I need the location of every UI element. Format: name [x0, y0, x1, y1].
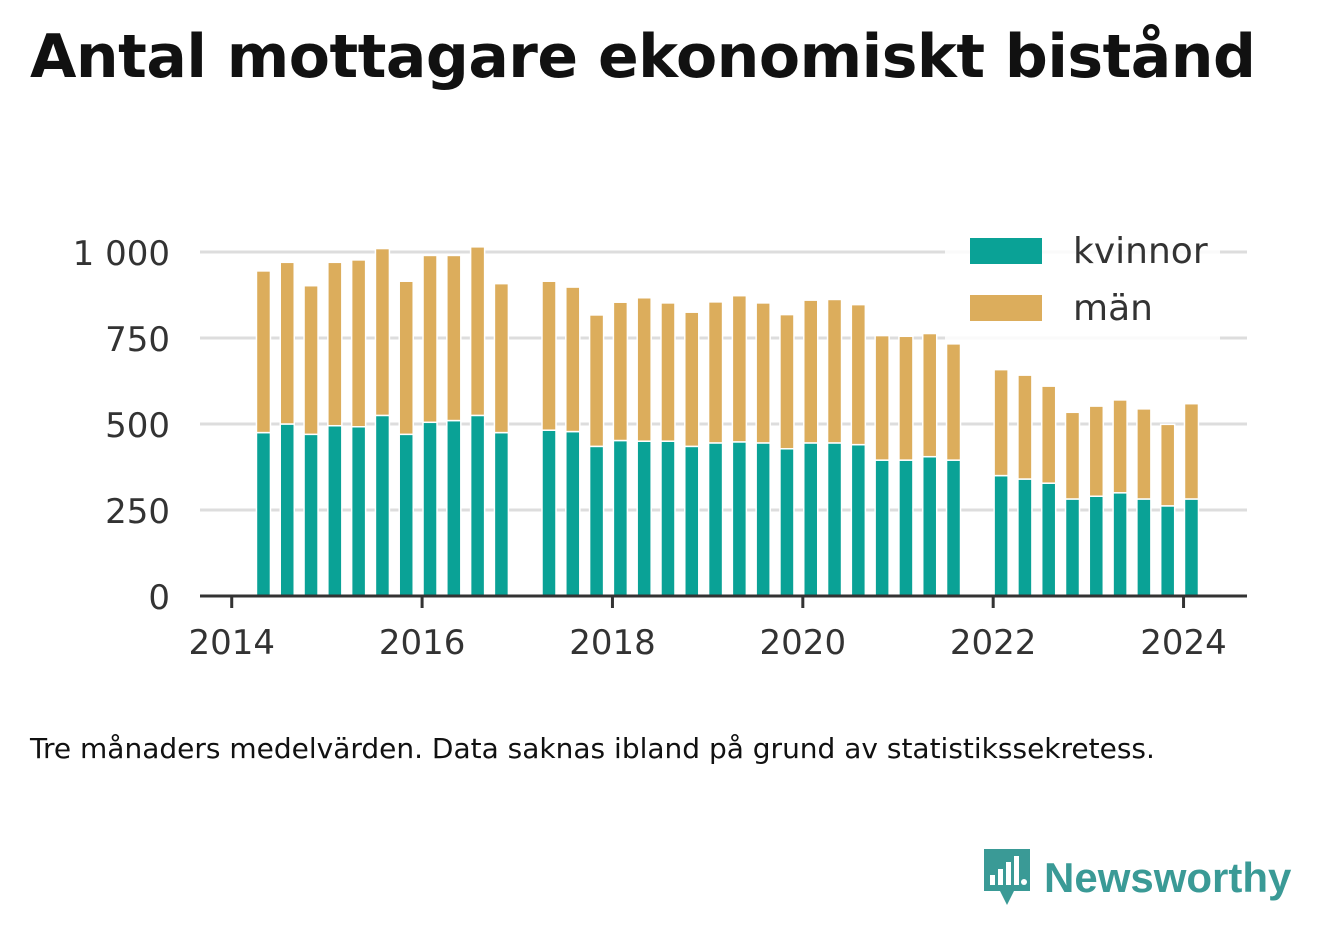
bar-kvinnor-2019-02 — [707, 442, 724, 597]
bar-kvinnor-2014-11 — [303, 433, 319, 597]
bar-män-2022-08 — [1040, 385, 1057, 484]
bar-kvinnor-2016-08 — [469, 414, 486, 597]
bar-män-2019-05 — [731, 294, 748, 443]
chart-note: Tre månaders medelvärden. Data saknas ib… — [30, 732, 1155, 765]
bar-män-2014-08 — [279, 261, 295, 425]
bar-män-2020-11 — [874, 334, 890, 461]
bar-män-2016-11 — [493, 282, 510, 434]
bar-män-2017-05 — [541, 280, 557, 431]
bar-män-2016-08 — [469, 246, 486, 417]
bar-kvinnor-2022-02 — [993, 474, 1009, 597]
bar-män-2023-11 — [1159, 423, 1176, 507]
bar-kvinnor-2022-05 — [1017, 478, 1033, 597]
y-tick-label: 750 — [105, 320, 170, 360]
bar-kvinnor-2020-05 — [826, 442, 843, 597]
bar-kvinnor-2015-05 — [350, 426, 367, 597]
brand-name: Newsworthy — [1044, 854, 1292, 901]
bar-män-2018-02 — [612, 301, 629, 442]
y-tick-label: 500 — [105, 406, 170, 446]
bar-män-2020-02 — [803, 299, 819, 444]
bar-män-2021-02 — [898, 335, 914, 461]
bar-män-2023-02 — [1088, 405, 1105, 497]
bar-kvinnor-2019-11 — [779, 448, 795, 597]
bar-kvinnor-2021-05 — [921, 455, 938, 597]
brand-logo: Newsworthy — [980, 848, 1291, 908]
bar-män-2014-05 — [255, 270, 272, 434]
bar-män-2016-02 — [422, 254, 438, 424]
x-tick-label: 2016 — [379, 623, 466, 663]
legend: kvinnor män — [945, 225, 1220, 340]
legend-swatch-män — [970, 295, 1042, 321]
bar-män-2019-08 — [755, 302, 771, 444]
bar-kvinnor-2020-11 — [874, 459, 890, 597]
bar-kvinnor-2020-08 — [850, 443, 867, 597]
bar-kvinnor-2018-02 — [612, 439, 629, 597]
bar-män-2015-08 — [374, 247, 391, 417]
bar-män-2022-05 — [1017, 374, 1033, 480]
bar-kvinnor-2018-05 — [636, 440, 652, 597]
y-tick-label: 1 000 — [73, 234, 170, 274]
bar-män-2018-05 — [636, 297, 652, 442]
bar-män-2018-08 — [660, 302, 676, 442]
x-tick-label: 2022 — [950, 623, 1037, 663]
bar-kvinnor-2023-05 — [1112, 492, 1128, 597]
bar-män-2019-11 — [779, 313, 795, 450]
bar-kvinnor-2021-02 — [898, 459, 914, 597]
bar-män-2024-02 — [1183, 402, 1200, 500]
bar-män-2017-08 — [565, 286, 581, 433]
bar-kvinnor-2014-08 — [279, 423, 295, 597]
bar-kvinnor-2021-08 — [945, 459, 962, 597]
bar-kvinnor-2016-05 — [446, 419, 462, 597]
x-tick-label: 2024 — [1140, 623, 1227, 663]
bar-kvinnor-2020-02 — [803, 442, 819, 597]
bar-män-2016-05 — [446, 254, 462, 422]
legend-label-kvinnor: kvinnor — [1073, 231, 1208, 272]
bar-män-2014-11 — [303, 284, 319, 436]
x-tick-label: 2014 — [188, 623, 275, 663]
bar-kvinnor-2015-02 — [327, 424, 343, 597]
bar-män-2015-05 — [350, 259, 367, 428]
bar-män-2023-05 — [1112, 399, 1128, 494]
bar-män-2021-05 — [921, 332, 938, 458]
legend-swatch-kvinnor — [970, 238, 1042, 264]
bar-kvinnor-2018-11 — [684, 445, 700, 597]
bar-kvinnor-2015-08 — [374, 414, 391, 597]
bar-män-2015-11 — [398, 280, 414, 436]
bar-kvinnor-2014-05 — [255, 431, 272, 597]
x-tick-label: 2020 — [760, 623, 847, 663]
bar-kvinnor-2023-08 — [1136, 498, 1152, 597]
bar-män-2020-05 — [826, 298, 843, 444]
bar-män-2018-11 — [684, 311, 700, 448]
bar-män-2019-02 — [707, 301, 724, 444]
axes: 0 250 500 750 1 000 2014 2016 2018 2020 2022 2024 — [73, 234, 1247, 663]
x-tick-label: 2018 — [569, 623, 656, 663]
newsworthy-icon — [984, 849, 1030, 905]
y-tick-label: 250 — [105, 492, 170, 532]
bar-kvinnor-2022-11 — [1064, 498, 1081, 597]
legend-label-män: män — [1073, 288, 1153, 329]
bar-kvinnor-2024-02 — [1183, 498, 1200, 597]
bar-kvinnor-2016-02 — [422, 421, 438, 597]
bar-kvinnor-2019-08 — [755, 442, 771, 597]
bar-kvinnor-2017-08 — [565, 430, 581, 597]
bar-kvinnor-2017-11 — [588, 445, 605, 597]
bar-kvinnor-2017-05 — [541, 429, 557, 597]
bar-kvinnor-2023-02 — [1088, 495, 1105, 597]
bar-kvinnor-2018-08 — [660, 440, 676, 597]
bar-män-2022-11 — [1064, 411, 1081, 500]
bar-män-2017-11 — [588, 314, 605, 448]
chart-title: Antal mottagare ekonomiskt bistånd — [30, 22, 1256, 92]
bar-män-2023-08 — [1136, 408, 1152, 500]
bar-män-2020-08 — [850, 303, 867, 446]
bar-män-2021-08 — [945, 343, 962, 461]
bar-kvinnor-2023-11 — [1159, 505, 1176, 597]
bar-kvinnor-2015-11 — [398, 433, 414, 597]
bar-kvinnor-2022-08 — [1040, 482, 1057, 597]
bar-kvinnor-2019-05 — [731, 441, 748, 597]
y-tick-label: 0 — [148, 578, 170, 618]
bar-kvinnor-2016-11 — [493, 431, 510, 597]
bar-män-2015-02 — [327, 261, 343, 427]
bar-män-2022-02 — [993, 368, 1009, 477]
